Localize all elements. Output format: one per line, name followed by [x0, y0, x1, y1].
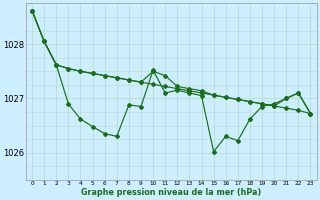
X-axis label: Graphe pression niveau de la mer (hPa): Graphe pression niveau de la mer (hPa)	[81, 188, 261, 197]
